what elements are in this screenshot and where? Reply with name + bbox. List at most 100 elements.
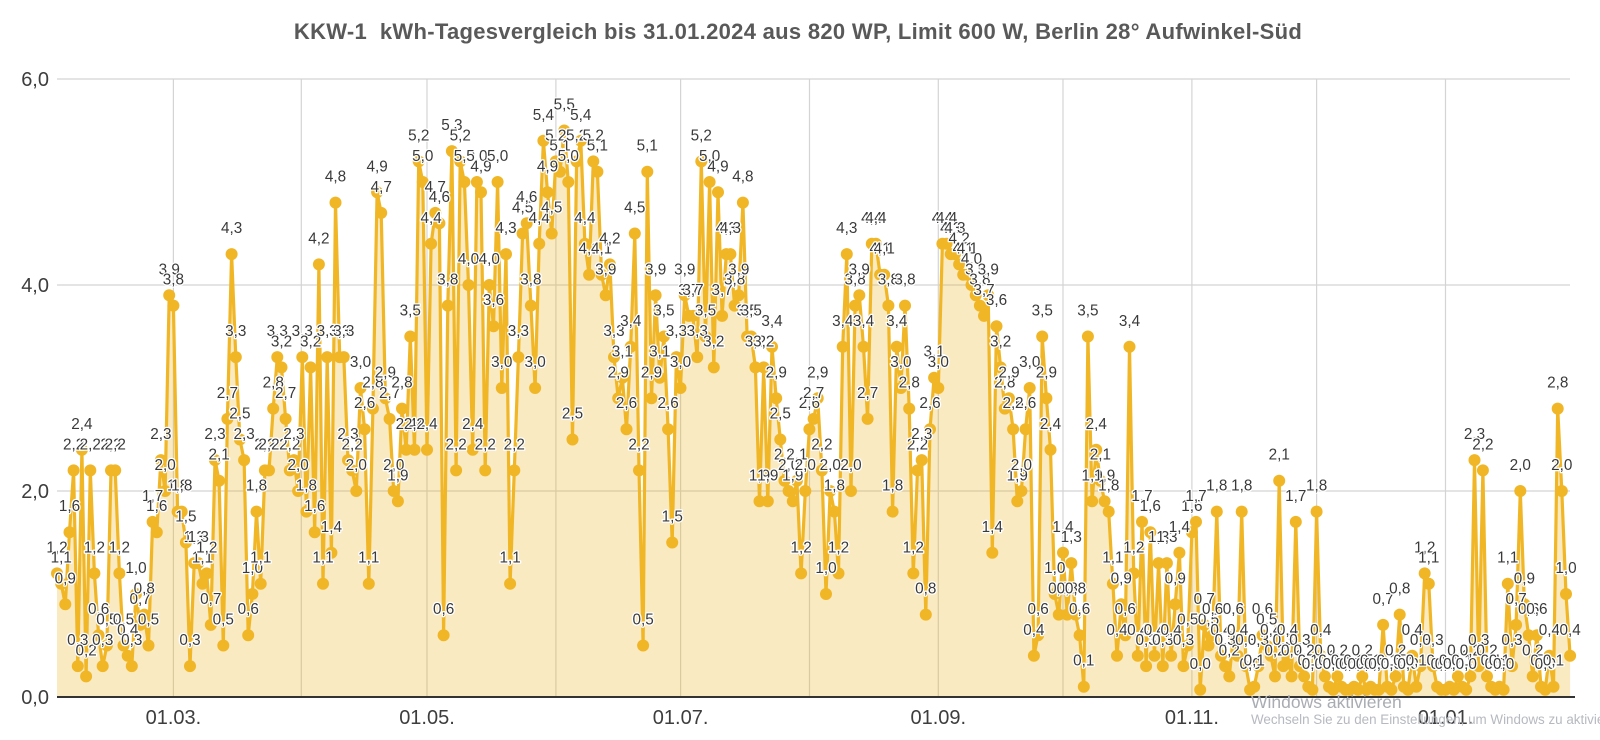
svg-text:5,2: 5,2 (408, 127, 429, 144)
svg-text:0,4: 0,4 (1539, 622, 1561, 639)
svg-text:0,1: 0,1 (1393, 653, 1414, 670)
svg-text:0,6: 0,6 (433, 601, 454, 618)
svg-text:0,6: 0,6 (1202, 601, 1223, 618)
svg-text:2,6: 2,6 (1015, 395, 1036, 412)
svg-text:0,2: 0,2 (1352, 642, 1373, 659)
svg-text:0,1: 0,1 (1360, 653, 1381, 670)
svg-text:0,4: 0,4 (1260, 622, 1282, 639)
svg-text:1,7: 1,7 (142, 488, 163, 505)
svg-text:1,4: 1,4 (1052, 519, 1074, 536)
svg-text:2,0: 2,0 (1011, 457, 1032, 474)
svg-text:0,4: 0,4 (1277, 622, 1299, 639)
svg-text:1,6: 1,6 (1140, 498, 1161, 515)
svg-text:1,1: 1,1 (499, 550, 520, 567)
svg-text:KKW-1 kWh-Tagesvergleich bis: KKW-1 kWh-Tagesvergleich bis 31.01.2024 … (294, 19, 1302, 44)
svg-text:2,4: 2,4 (404, 416, 426, 433)
svg-text:4,5: 4,5 (512, 200, 533, 217)
svg-text:2,9: 2,9 (608, 364, 629, 381)
svg-text:4,4: 4,4 (932, 210, 954, 227)
svg-text:4,4: 4,4 (420, 210, 442, 227)
svg-text:0,7: 0,7 (1194, 591, 1215, 608)
svg-text:0,4: 0,4 (1310, 622, 1332, 639)
svg-text:2,8: 2,8 (994, 375, 1015, 392)
svg-text:0,2: 0,2 (1522, 642, 1543, 659)
svg-text:01.09.: 01.09. (910, 707, 966, 729)
svg-text:1,9: 1,9 (387, 467, 408, 484)
svg-text:0,2: 0,2 (1264, 642, 1285, 659)
svg-text:0,2: 0,2 (1476, 642, 1497, 659)
svg-text:3,5: 3,5 (653, 303, 674, 320)
svg-text:5,3: 5,3 (441, 117, 462, 134)
svg-text:0,4: 0,4 (1127, 622, 1149, 639)
svg-text:5,2: 5,2 (566, 127, 587, 144)
svg-text:3,4: 3,4 (1119, 313, 1141, 330)
svg-text:2,4: 2,4 (416, 416, 438, 433)
svg-text:0,0: 0,0 (1364, 656, 1385, 673)
svg-text:3,9: 3,9 (595, 261, 616, 278)
svg-text:0,6: 0,6 (1115, 601, 1136, 618)
svg-text:01.01.: 01.01. (1418, 707, 1474, 729)
svg-text:0,2: 0,2 (1281, 642, 1302, 659)
svg-text:1,2: 1,2 (790, 539, 811, 556)
svg-text:2,2: 2,2 (628, 436, 649, 453)
svg-text:0,6: 0,6 (1252, 601, 1273, 618)
svg-text:3,3: 3,3 (603, 323, 624, 340)
svg-text:1,0: 1,0 (125, 560, 146, 577)
svg-text:0,8: 0,8 (1389, 581, 1410, 598)
svg-text:2,7: 2,7 (803, 385, 824, 402)
svg-text:0,1: 0,1 (1298, 653, 1319, 670)
svg-text:2,6: 2,6 (1002, 395, 1023, 412)
svg-text:3,5: 3,5 (400, 303, 421, 320)
svg-text:3,9: 3,9 (728, 261, 749, 278)
svg-text:1,8: 1,8 (824, 478, 845, 495)
svg-text:1,5: 1,5 (175, 509, 196, 526)
svg-text:0,5: 0,5 (138, 612, 159, 629)
svg-text:2,2: 2,2 (63, 436, 84, 453)
svg-text:2,1: 2,1 (774, 447, 795, 464)
svg-text:2,7: 2,7 (379, 385, 400, 402)
svg-text:1,6: 1,6 (146, 498, 167, 515)
svg-text:0,1: 0,1 (1406, 653, 1427, 670)
svg-text:4,4: 4,4 (865, 210, 887, 227)
svg-text:2,8: 2,8 (263, 375, 284, 392)
svg-text:1,8: 1,8 (167, 478, 188, 495)
svg-text:2,3: 2,3 (1464, 426, 1485, 443)
svg-text:0,0: 0,0 (1431, 656, 1452, 673)
svg-text:0,4: 0,4 (1023, 622, 1045, 639)
svg-text:0,0: 0,0 (1356, 656, 1377, 673)
svg-text:3,1: 3,1 (649, 344, 670, 361)
svg-text:3,3: 3,3 (333, 323, 354, 340)
svg-text:2,4: 2,4 (1040, 416, 1062, 433)
svg-text:1,2: 1,2 (109, 539, 130, 556)
svg-text:4,1: 4,1 (874, 241, 895, 258)
svg-text:2,1: 2,1 (786, 447, 807, 464)
svg-text:0,1: 0,1 (1489, 653, 1510, 670)
svg-text:4,1: 4,1 (591, 241, 612, 258)
svg-text:0,8: 0,8 (134, 581, 155, 598)
svg-text:1,9: 1,9 (1094, 467, 1115, 484)
svg-text:0,4: 0,4 (1160, 622, 1182, 639)
svg-text:0,3: 0,3 (1152, 632, 1173, 649)
svg-text:0,5: 0,5 (1256, 612, 1277, 629)
svg-text:1,1: 1,1 (250, 550, 271, 567)
svg-text:1,2: 1,2 (903, 539, 924, 556)
svg-text:1,9: 1,9 (782, 467, 803, 484)
svg-text:3,5: 3,5 (741, 303, 762, 320)
svg-text:4,6: 4,6 (516, 189, 537, 206)
svg-text:3,5: 3,5 (736, 303, 757, 320)
svg-text:5,4: 5,4 (533, 107, 555, 124)
svg-text:0,1: 0,1 (1426, 653, 1447, 670)
svg-text:2,9: 2,9 (1036, 364, 1057, 381)
svg-text:4,9: 4,9 (366, 158, 387, 175)
svg-text:0,2: 0,2 (1385, 642, 1406, 659)
svg-text:3,8: 3,8 (878, 272, 899, 289)
svg-text:0,3: 0,3 (67, 632, 88, 649)
svg-text:3,0: 3,0 (524, 354, 545, 371)
svg-text:0,4: 0,4 (1106, 622, 1128, 639)
svg-text:01.07.: 01.07. (653, 707, 709, 729)
svg-text:0,3: 0,3 (1273, 632, 1294, 649)
svg-text:0,0: 0,0 (1335, 656, 1356, 673)
svg-text:1,8: 1,8 (296, 478, 317, 495)
svg-text:0,0: 0,0 (1485, 656, 1506, 673)
svg-text:3,8: 3,8 (520, 272, 541, 289)
